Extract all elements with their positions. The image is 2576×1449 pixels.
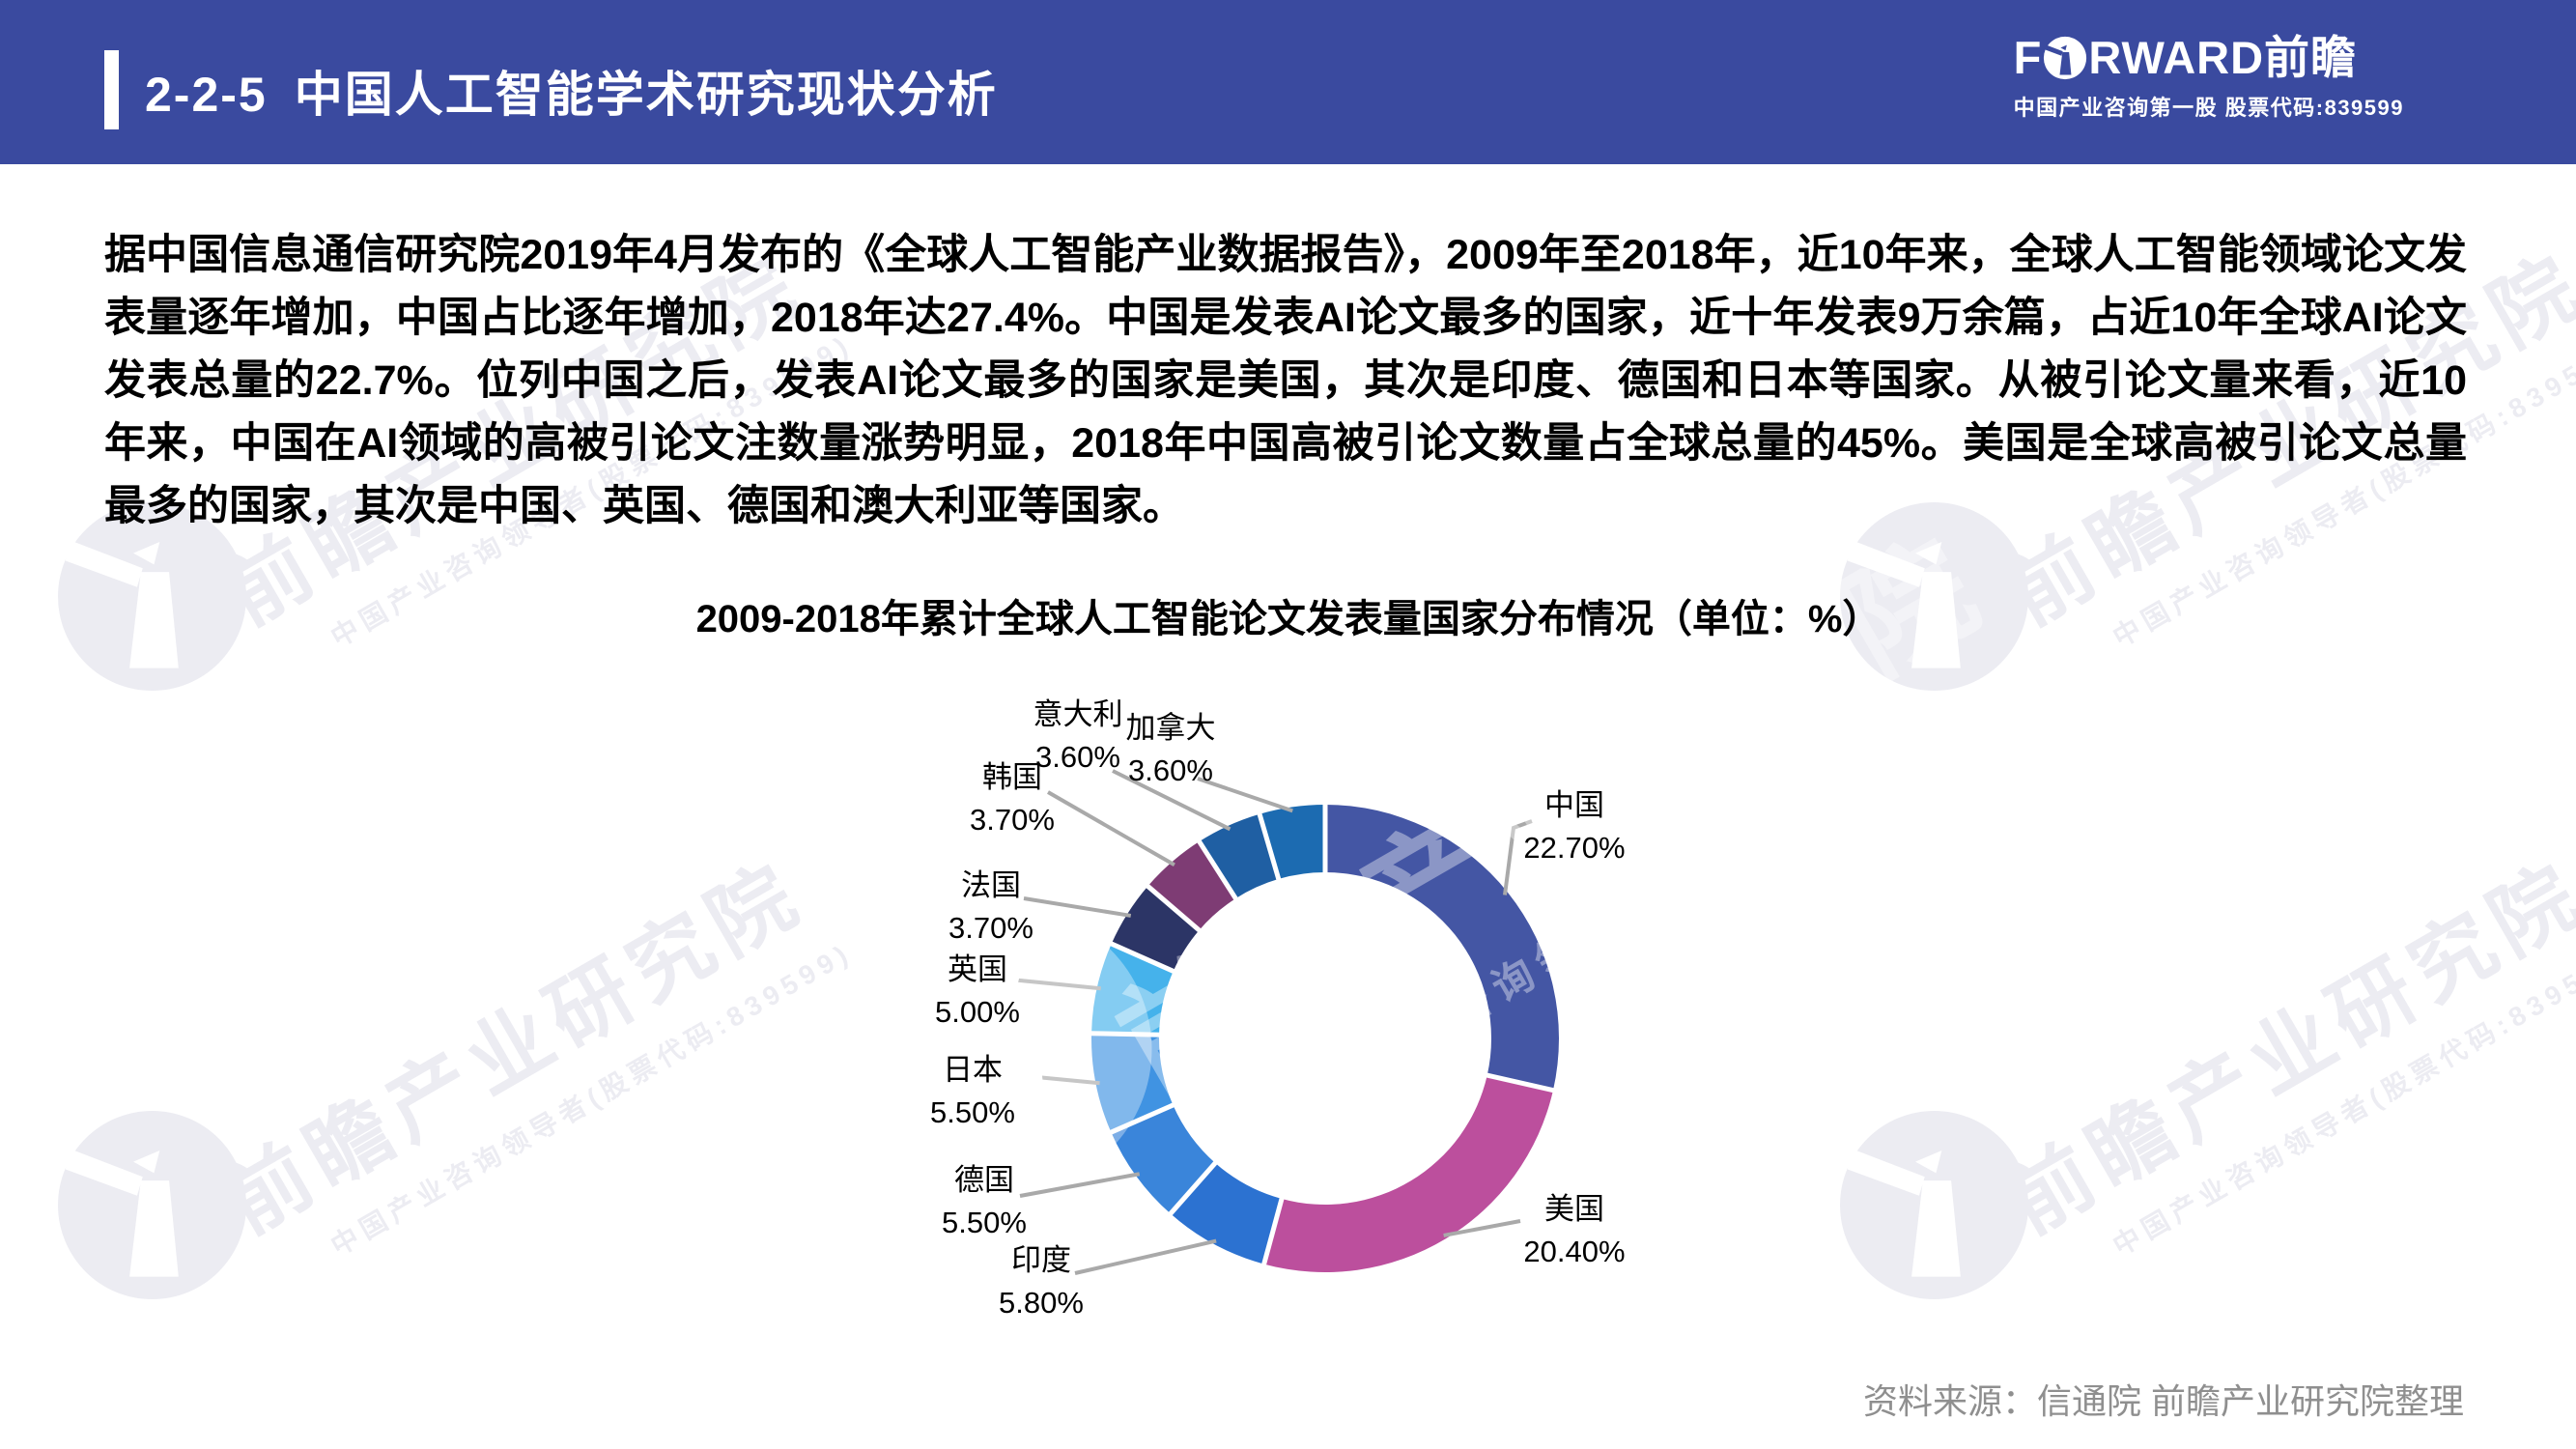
slice-label-name: 英国 bbox=[948, 952, 1007, 986]
slice-label-value: 3.60% bbox=[1128, 753, 1213, 787]
leader-line-英国 bbox=[1009, 978, 1101, 991]
slice-label-value: 5.50% bbox=[930, 1095, 1015, 1129]
title-accent-bar bbox=[104, 50, 119, 129]
donut-slice-英国 bbox=[1091, 944, 1174, 1036]
leader-line-中国 bbox=[1503, 819, 1533, 895]
slice-label-德国: 德国 5.50% bbox=[942, 1159, 1027, 1244]
slice-label-value: 5.00% bbox=[935, 995, 1020, 1029]
slice-separator bbox=[1257, 811, 1282, 882]
slice-label-意大利: 意大利 3.60% bbox=[1033, 694, 1123, 779]
slice-label-印度: 印度 5.80% bbox=[999, 1239, 1084, 1324]
slice-label-value: 20.40% bbox=[1523, 1235, 1626, 1268]
slice-separator bbox=[1196, 838, 1239, 902]
brand-tagline: 中国产业咨询第一股 股票代码:839599 bbox=[2013, 96, 2404, 120]
slice-label-value: 22.70% bbox=[1523, 831, 1626, 865]
brand-cn: 前瞻 bbox=[2264, 32, 2358, 83]
slice-separator bbox=[1485, 1072, 1556, 1094]
leader-line-德国 bbox=[1019, 1172, 1141, 1198]
donut-slice-印度 bbox=[1170, 1162, 1282, 1264]
brand-wordmark: F RWARD 前瞻 bbox=[2014, 31, 2404, 85]
slice-label-name: 中国 bbox=[1543, 788, 1604, 822]
header-bar: 2-2-5 中国人工智能学术研究现状分析 F RWARD 前瞻 中国产业咨询第一股 … bbox=[0, 0, 2576, 164]
slice-label-name: 印度 bbox=[1011, 1243, 1071, 1277]
leader-line-法国 bbox=[1023, 896, 1132, 918]
slice-label-加拿大: 加拿大 3.60% bbox=[1126, 707, 1216, 792]
page-title: 2-2-5 中国人工智能学术研究现状分析 bbox=[145, 56, 998, 126]
slice-label-日本: 日本 5.50% bbox=[930, 1049, 1015, 1134]
slice-separator bbox=[1108, 1101, 1176, 1136]
slice-label-value: 3.70% bbox=[948, 911, 1033, 945]
brand-letters-rest: RWARD bbox=[2088, 32, 2265, 83]
slice-separator bbox=[1167, 1159, 1219, 1217]
slice-label-name: 意大利 bbox=[1033, 697, 1123, 731]
brand-letter-f: F bbox=[2013, 32, 2043, 83]
slice-label-英国: 英国 5.00% bbox=[935, 949, 1020, 1034]
donut-slice-日本 bbox=[1091, 1033, 1174, 1133]
lighthouse-icon bbox=[2044, 36, 2087, 80]
donut-slice-中国 bbox=[1325, 805, 1559, 1091]
body-paragraph: 据中国信息通信研究院2019年4月发布的《全球人工智能产业数据报告》，2009年… bbox=[104, 232, 2467, 529]
leader-line-印度 bbox=[1074, 1238, 1217, 1275]
slice-label-value: 5.80% bbox=[999, 1286, 1084, 1320]
leader-line-韩国 bbox=[1047, 790, 1175, 867]
leader-line-日本 bbox=[1005, 1072, 1100, 1086]
donut-slice-法国 bbox=[1111, 886, 1200, 972]
donut-slice-意大利 bbox=[1199, 813, 1279, 899]
slice-label-name: 德国 bbox=[954, 1163, 1014, 1197]
slice-label-法国: 法国 3.70% bbox=[948, 865, 1033, 950]
leader-line-意大利 bbox=[1112, 769, 1231, 832]
slice-label-韩国: 韩国 3.70% bbox=[970, 756, 1055, 841]
slice-label-name: 美国 bbox=[1543, 1192, 1604, 1226]
donut-slice-美国 bbox=[1263, 1075, 1553, 1272]
slice-label-name: 法国 bbox=[961, 868, 1021, 902]
chart-title: 2009-2018年累计全球人工智能论文发表量国家分布情况（单位：%） bbox=[695, 598, 1882, 640]
leader-line-加拿大 bbox=[1197, 777, 1293, 813]
slice-label-美国: 美国 20.40% bbox=[1523, 1188, 1625, 1273]
slice-label-value: 5.50% bbox=[942, 1206, 1027, 1239]
slice-label-name: 韩国 bbox=[982, 760, 1042, 794]
donut-slice-德国 bbox=[1111, 1105, 1216, 1214]
slice-separator bbox=[1090, 1031, 1162, 1037]
leader-line-美国 bbox=[1443, 1219, 1521, 1237]
source-note: 资料来源：信通院 前瞻产业研究院整理 bbox=[1862, 1381, 2464, 1421]
donut-slice-加拿大 bbox=[1260, 805, 1325, 879]
slice-separator bbox=[1260, 1196, 1285, 1267]
slice-separator bbox=[1108, 940, 1176, 975]
slice-separator bbox=[1145, 883, 1203, 934]
slice-label-name: 日本 bbox=[943, 1053, 1003, 1087]
slice-label-中国: 中国 22.70% bbox=[1523, 784, 1625, 869]
slice-label-name: 加拿大 bbox=[1125, 711, 1216, 745]
page-title-text: 中国人工智能学术研究现状分析 bbox=[294, 68, 998, 122]
brand-logo: F RWARD 前瞻 中国产业咨询第一股 股票代码:839599 bbox=[2014, 31, 2404, 122]
section-number: 2-2-5 bbox=[145, 68, 268, 122]
donut-slice-韩国 bbox=[1147, 841, 1236, 930]
slice-label-value: 3.70% bbox=[970, 803, 1055, 837]
slice-label-value: 3.60% bbox=[1035, 740, 1120, 774]
